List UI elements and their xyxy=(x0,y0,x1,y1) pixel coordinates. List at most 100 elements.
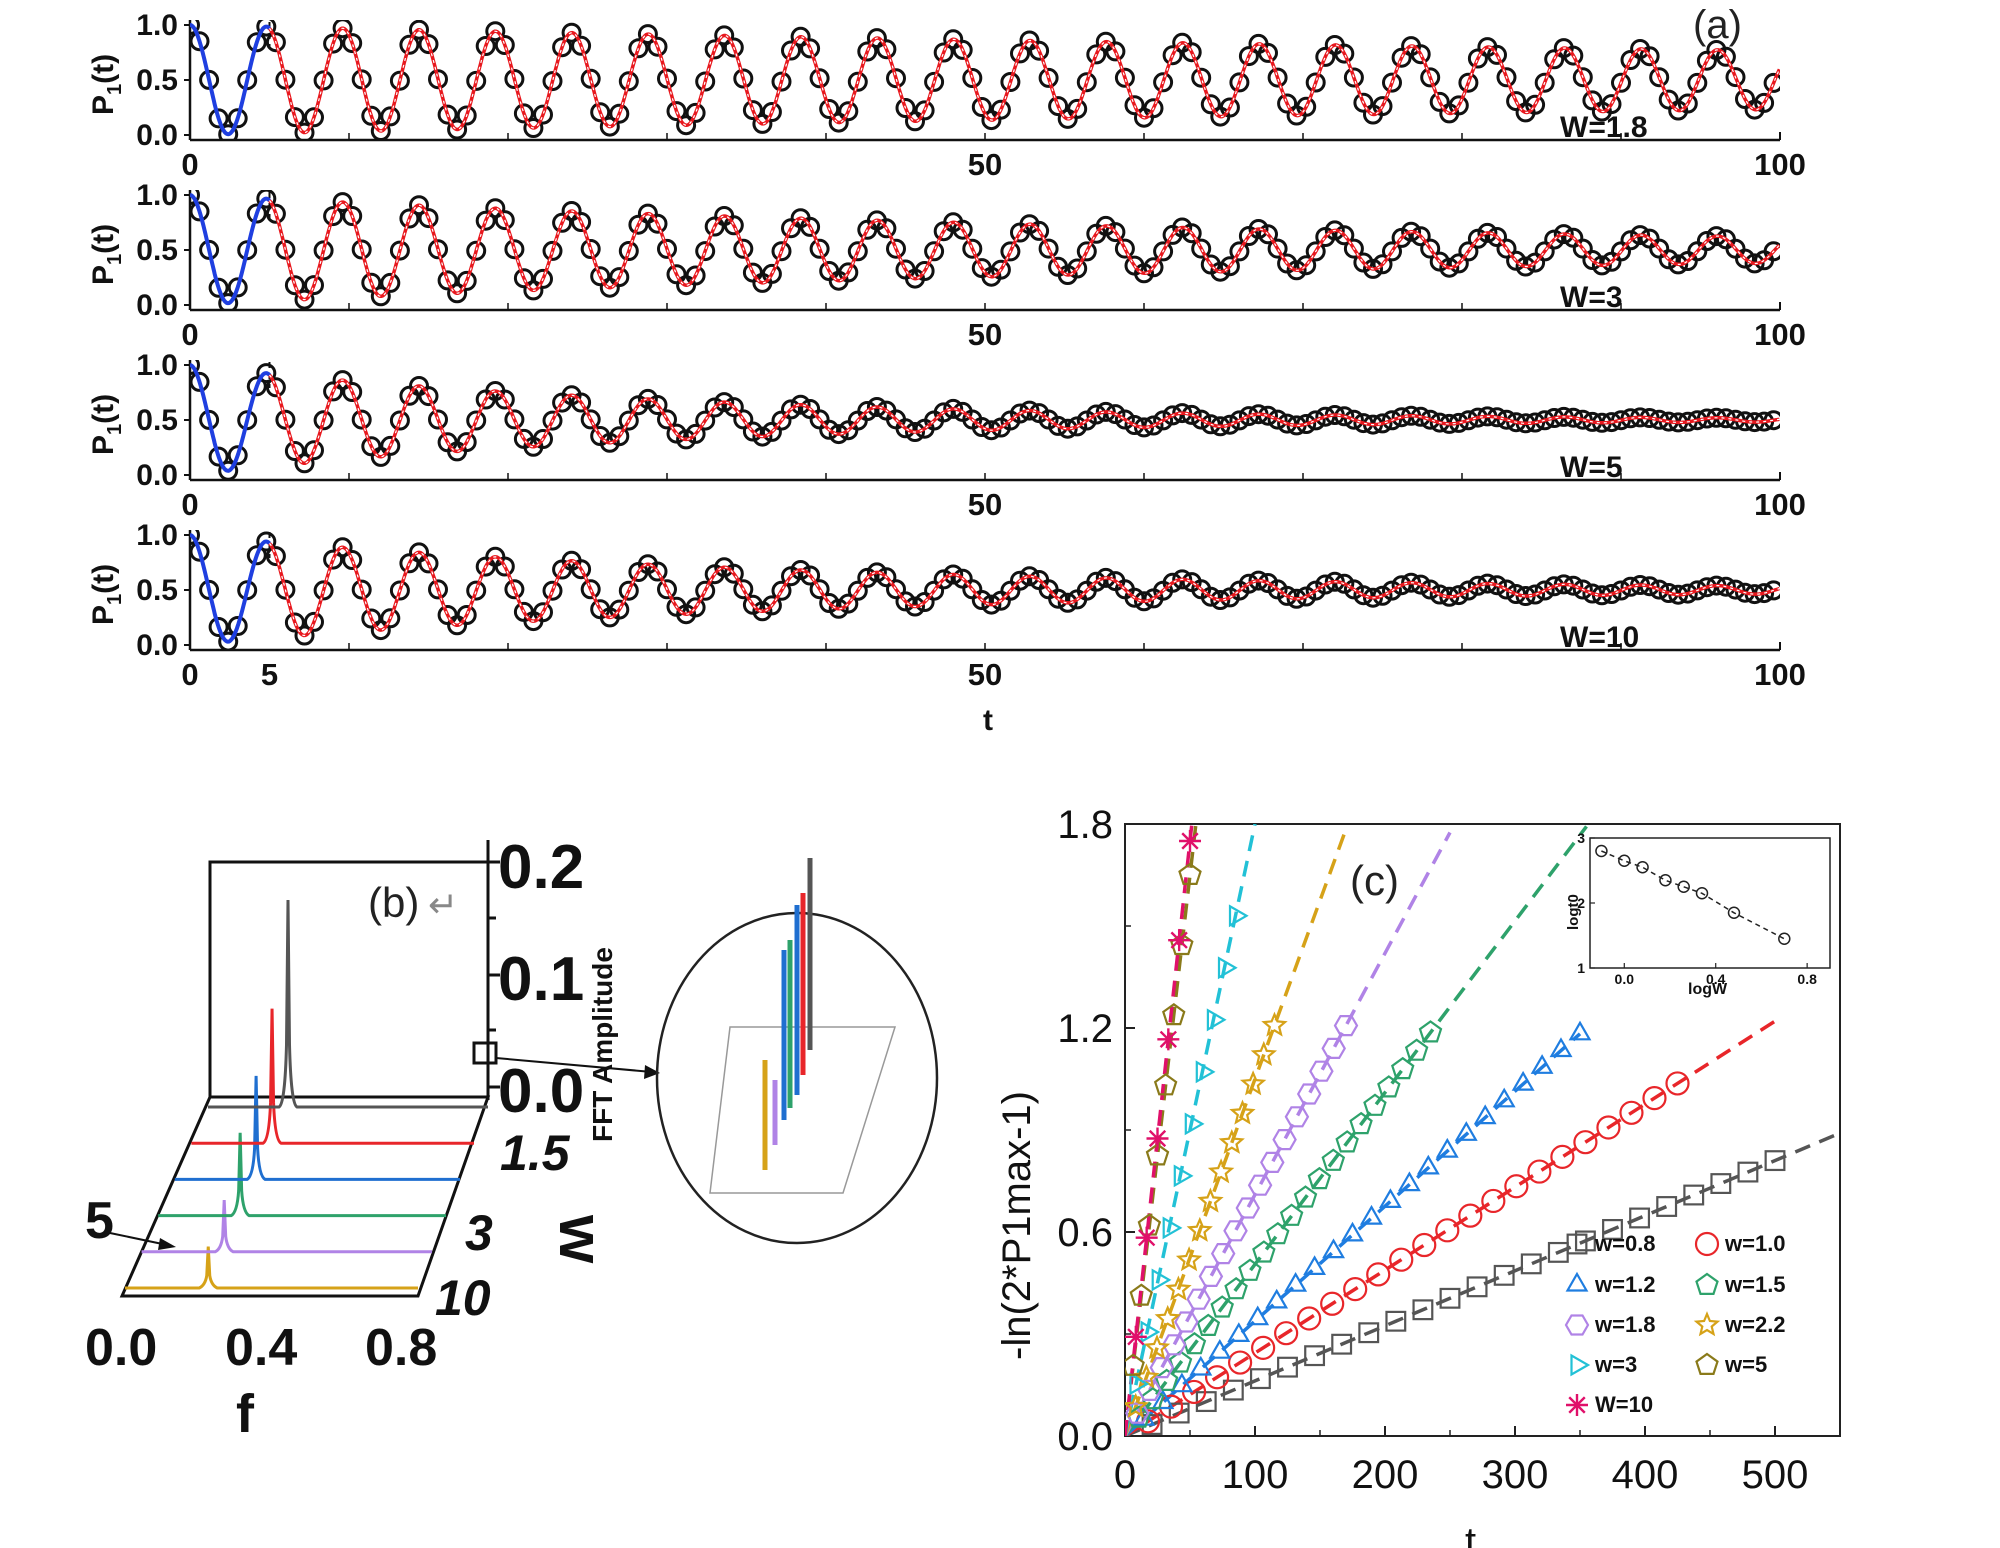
a-sim-point xyxy=(1029,40,1050,61)
a-sim-point xyxy=(1162,45,1183,66)
inset-x-tick-label: 0.0 xyxy=(1615,971,1635,987)
zoom-box xyxy=(472,1041,498,1065)
a-sim-point xyxy=(809,68,830,89)
a-sim-point xyxy=(294,289,315,310)
a-sim-point xyxy=(284,107,305,128)
a-sim-point xyxy=(895,591,916,612)
c-point xyxy=(1309,1060,1334,1082)
a-sim-point xyxy=(208,108,229,129)
z-tick-label: 0.1 xyxy=(498,945,584,1014)
a-sim-point xyxy=(933,569,954,590)
a-sim-point xyxy=(1343,67,1364,88)
a-sim-point xyxy=(723,397,744,418)
a-sim-point xyxy=(1611,580,1631,601)
a-sim-point xyxy=(1420,238,1441,259)
annotation-arrow-head xyxy=(158,1238,176,1250)
c-point xyxy=(1602,1218,1623,1240)
a-fit-early xyxy=(190,23,271,137)
a-sim-point xyxy=(952,39,973,60)
a-sim-point xyxy=(466,240,487,261)
a-sim-point xyxy=(456,432,477,453)
a-sim-point xyxy=(609,426,630,447)
a-sim-point xyxy=(1448,95,1469,116)
c-fit-line xyxy=(1125,831,1452,1436)
a-sim-point xyxy=(990,259,1011,280)
a-x-tick-label: 50 xyxy=(968,657,1002,692)
a-sim-point xyxy=(828,112,849,133)
a-w-label: W=3 xyxy=(1560,281,1623,314)
a-ylabel-arg: (t) xyxy=(87,564,120,594)
a-sim-point xyxy=(609,267,630,288)
c-point xyxy=(1404,1038,1429,1061)
a-sim-point xyxy=(933,402,954,423)
a-fit-late xyxy=(268,373,1780,465)
a-sim-point xyxy=(523,280,544,301)
zoom-callout-arrow xyxy=(644,1065,660,1079)
a-curves xyxy=(190,360,1780,480)
a-y-tick-label: 1.0 xyxy=(136,349,178,382)
a-sim-point xyxy=(494,389,515,410)
a-sim-point xyxy=(618,71,639,92)
a-sim-point xyxy=(542,410,563,431)
a-sim-point xyxy=(790,394,811,415)
c-point xyxy=(1210,1242,1236,1265)
b-spectrum-line xyxy=(174,1075,460,1181)
a-sim-point xyxy=(1248,570,1269,591)
a-sim-point xyxy=(1382,241,1402,262)
a-sim-point xyxy=(571,559,592,580)
a-sim-point xyxy=(475,36,496,56)
a-ylabel: P1(t) xyxy=(87,54,126,115)
a-sim-point xyxy=(1754,92,1775,113)
a-sim-point xyxy=(1591,255,1612,276)
legend-marker xyxy=(1570,1353,1591,1377)
a-sim-point xyxy=(637,24,658,45)
a-sim-point xyxy=(190,371,210,392)
a-sim-point xyxy=(1134,591,1154,612)
a-sim-point xyxy=(1544,229,1565,250)
a-sim-point xyxy=(1315,46,1336,67)
a-ylabel-main: P xyxy=(87,435,120,455)
c-point xyxy=(1321,1037,1346,1060)
a-sim-point xyxy=(981,594,1002,615)
c-point xyxy=(1619,1100,1644,1125)
c-point xyxy=(1182,1331,1207,1355)
c-point xyxy=(1189,1355,1213,1376)
panel-c-label: (c) xyxy=(1350,857,1399,904)
a-sim-point xyxy=(437,270,458,291)
a-sim-point xyxy=(284,275,305,296)
a-sim-point xyxy=(1153,241,1174,262)
a-sim-point xyxy=(190,20,200,35)
b-spectrum-line xyxy=(191,1008,474,1145)
a-sim-point xyxy=(886,238,906,259)
c-point xyxy=(1162,1216,1183,1240)
c-point xyxy=(1296,1083,1322,1105)
a-sim-point xyxy=(265,203,286,224)
c-point xyxy=(1151,1268,1172,1292)
a-sim-point xyxy=(809,579,830,600)
a-sim-point xyxy=(924,580,945,601)
a-sim-point xyxy=(304,107,324,128)
a-sim-point xyxy=(208,446,229,467)
a-sim-point xyxy=(628,38,649,59)
a-sim-point xyxy=(1410,44,1431,65)
a-sim-point xyxy=(418,386,439,407)
a-sim-point xyxy=(647,561,668,582)
c-point xyxy=(1520,1253,1542,1275)
a-sim-point xyxy=(886,68,906,89)
a-sim-point xyxy=(1200,414,1221,435)
c-point xyxy=(1186,1216,1213,1242)
a-sim-point xyxy=(714,392,735,413)
a-sim-point xyxy=(561,22,582,43)
z-tick-label: 0.0 xyxy=(498,1057,584,1126)
a-sim-point xyxy=(1162,405,1183,426)
a-sim-point xyxy=(1181,223,1202,244)
a-sim-point xyxy=(1420,409,1441,430)
a-sim-point xyxy=(1496,579,1517,600)
a-sim-point xyxy=(685,597,706,618)
a-sim-point xyxy=(809,238,830,259)
a-sim-point xyxy=(466,580,487,601)
a-sim-point xyxy=(828,424,849,445)
c-point xyxy=(1492,1087,1516,1108)
a-sim-point xyxy=(962,238,983,259)
